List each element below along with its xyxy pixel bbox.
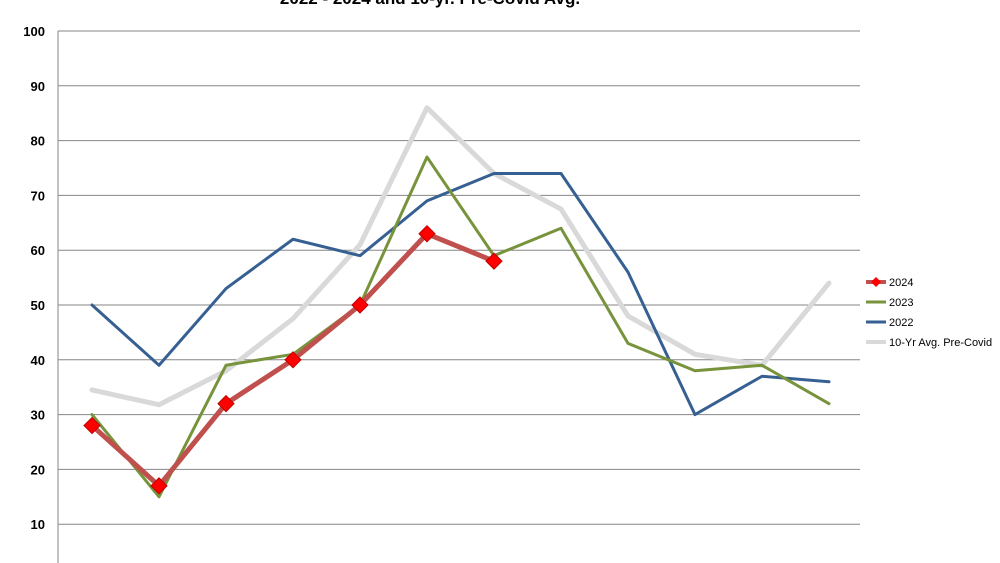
data-point-2024 xyxy=(83,416,101,435)
y-tick-label: 30 xyxy=(31,408,45,423)
data-point-2024 xyxy=(418,225,436,243)
data-point-2024 xyxy=(485,252,503,270)
y-tick-label: 50 xyxy=(31,298,45,313)
data-point-2024 xyxy=(217,394,235,413)
series-line-2023 xyxy=(90,155,831,499)
legend-label-2022: 2022 xyxy=(889,317,913,329)
legend-label-10-yr-avg-pre-covid: 10-Yr Avg. Pre-Covid xyxy=(889,337,992,349)
y-tick-label: 20 xyxy=(31,462,45,477)
series-layer xyxy=(83,105,832,499)
y-tick-label: 80 xyxy=(31,134,45,149)
legend-label-2024: 2024 xyxy=(889,277,913,289)
series-line-10-yr-avg-pre-covid xyxy=(89,105,832,408)
y-axis-ticks: 10 20 30 40 50 60 70 80 90 100 xyxy=(23,24,45,532)
y-tick-label: 100 xyxy=(23,24,45,39)
legend-marker-2024 xyxy=(871,277,881,287)
y-tick-label: 40 xyxy=(31,353,45,368)
data-point-2024 xyxy=(284,351,302,369)
data-point-2024 xyxy=(351,296,369,314)
chart-title: 2022 - 2024 and 10-yr. Pre-Covid Avg. xyxy=(280,0,580,8)
y-tick-label: 10 xyxy=(31,517,45,532)
legend-label-2023: 2023 xyxy=(889,297,913,309)
y-tick-label: 60 xyxy=(31,243,45,258)
y-tick-label: 70 xyxy=(31,188,45,203)
data-point-2024 xyxy=(150,477,168,495)
gridlines xyxy=(58,30,860,525)
legend: 2024 2023 2022 10-Yr Avg. Pre-Covid xyxy=(866,277,992,349)
y-tick-label: 90 xyxy=(31,79,45,94)
series-line-2022 xyxy=(90,171,831,417)
